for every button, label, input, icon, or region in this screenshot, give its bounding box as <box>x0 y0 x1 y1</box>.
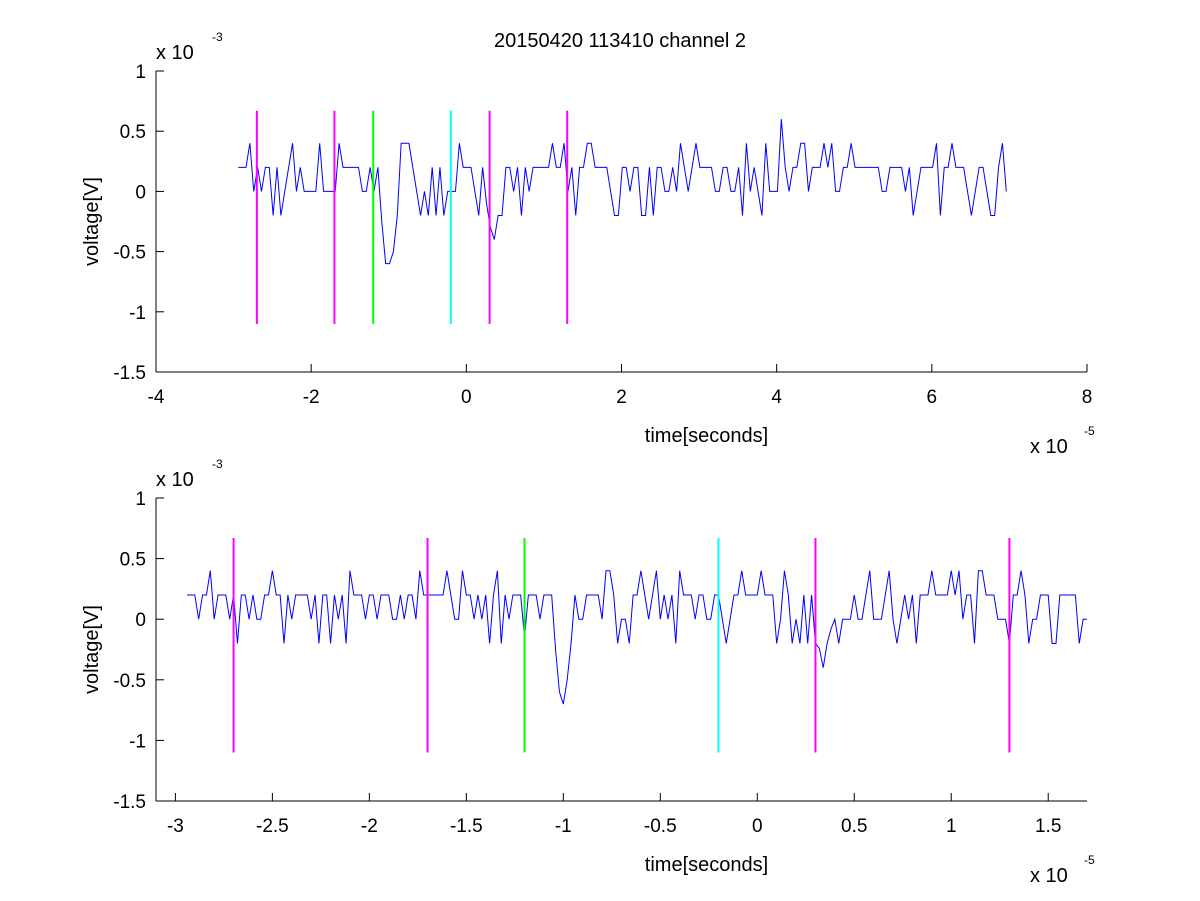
signal-line <box>238 119 1007 265</box>
y-exponent-label: x 10 <box>156 42 194 64</box>
y-tick-label: 0 <box>135 610 146 631</box>
x-tick-label: -4 <box>148 387 165 408</box>
y-tick-label: 0 <box>135 182 146 203</box>
y-tick-label: -1 <box>129 731 146 752</box>
y-tick-label: -0.5 <box>113 671 146 692</box>
y-tick-label: -1.5 <box>113 792 146 813</box>
y-tick-label: -1 <box>129 303 146 324</box>
x-exponent-label: x 10 <box>1030 436 1068 458</box>
x-axis-label: time[seconds] <box>645 854 768 876</box>
axes-bottom: -3 -2.5 -2 -1.5 -1 -0.5 0 0.5 1 1.5 -1.5 -1 -0.5 0 0.5… <box>81 457 1095 887</box>
x-tick-label: -2.5 <box>256 816 289 837</box>
figure-title: 20150420 113410 channel 2 <box>494 30 746 52</box>
x-tick-label: 6 <box>927 387 938 408</box>
x-tick-label: 2 <box>616 387 627 408</box>
x-axis-label: time[seconds] <box>645 425 768 447</box>
x-exponent-label: x 10 <box>1030 865 1068 887</box>
axes-top: -4 -2 0 2 4 6 8 -1.5 -1 -0.5 0 0.5 1 time[seconds] vol… <box>81 30 1095 458</box>
x-tick-label: -1 <box>555 816 572 837</box>
y-tick-label: -0.5 <box>113 243 146 264</box>
y-exponent-label: x 10 <box>156 469 194 491</box>
x-tick-label: 1 <box>946 816 957 837</box>
x-tick-label: 8 <box>1082 387 1093 408</box>
y-tick-label: -1.5 <box>113 363 146 384</box>
y-axis-label: voltage[V] <box>81 177 103 266</box>
y-tick-label: 0.5 <box>120 122 146 143</box>
x-exponent-power: -5 <box>1084 853 1095 867</box>
x-tick-label: -3 <box>167 816 184 837</box>
y-exponent-power: -3 <box>212 457 223 471</box>
y-axis-label: voltage[V] <box>81 605 103 694</box>
x-tick-label: -1.5 <box>450 816 483 837</box>
y-exponent-power: -3 <box>212 30 223 44</box>
x-tick-label: -0.5 <box>644 816 677 837</box>
x-exponent-power: -5 <box>1084 424 1095 438</box>
signal-line <box>187 570 1087 705</box>
x-tick-label: 0.5 <box>841 816 867 837</box>
x-tick-label: 0 <box>752 816 763 837</box>
y-tick-label: 1 <box>135 62 146 83</box>
y-tick-label: 0.5 <box>120 550 146 571</box>
x-tick-label: 4 <box>771 387 782 408</box>
x-tick-label: 0 <box>461 387 472 408</box>
x-tick-label: -2 <box>361 816 378 837</box>
x-tick-label: -2 <box>303 387 320 408</box>
y-tick-label: 1 <box>135 489 146 510</box>
x-tick-label: 1.5 <box>1035 816 1061 837</box>
